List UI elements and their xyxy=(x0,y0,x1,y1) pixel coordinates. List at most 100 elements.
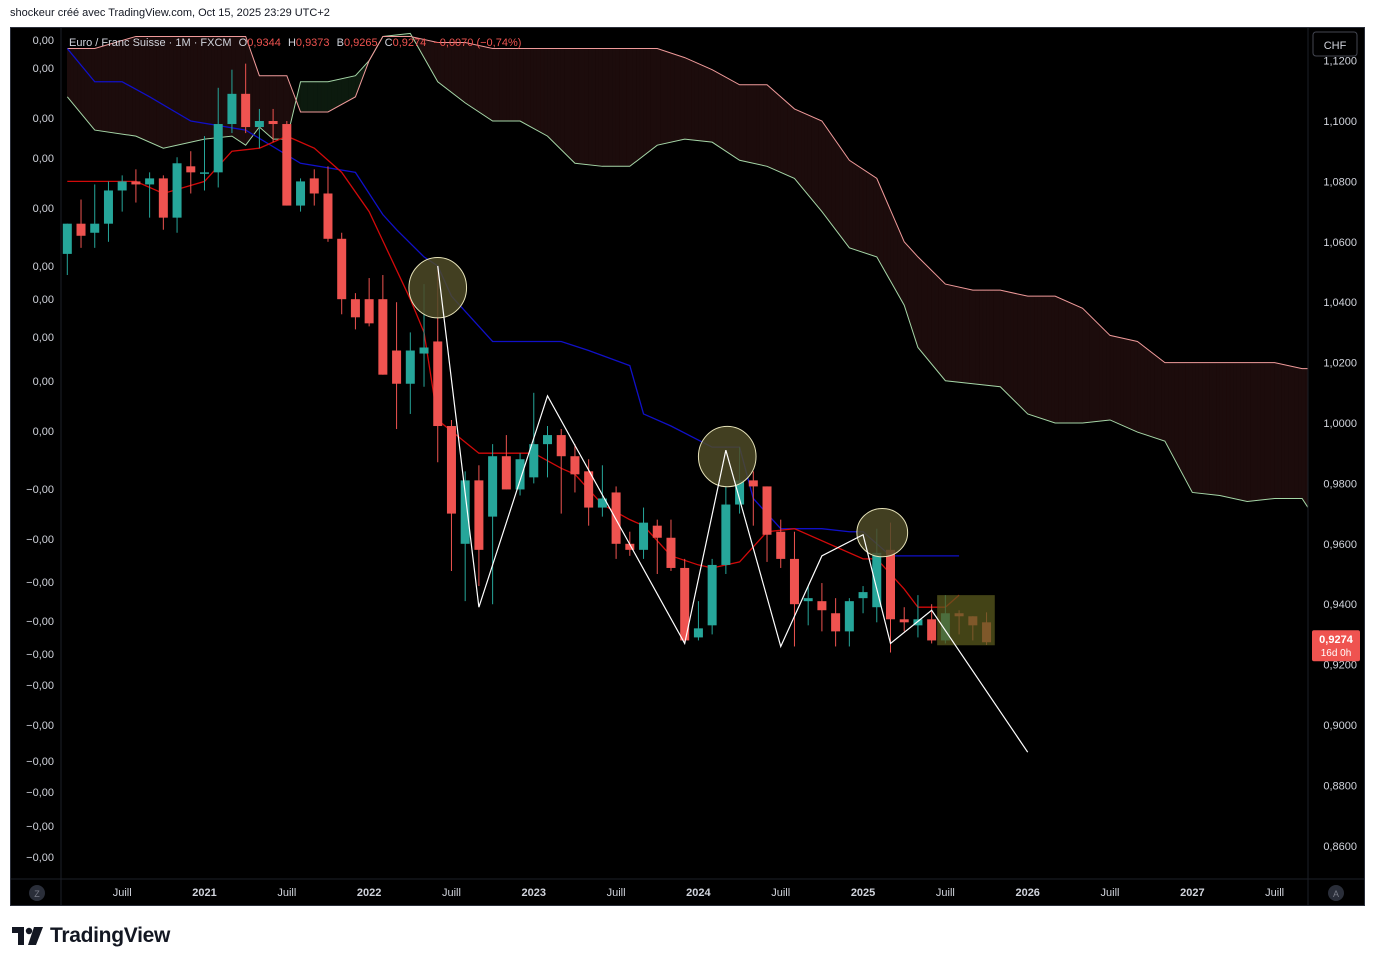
highlight-box[interactable] xyxy=(937,595,995,646)
price-tick-label: 1,0400 xyxy=(1323,297,1357,309)
candle-body[interactable] xyxy=(309,178,319,194)
kumo-cloud-segment xyxy=(1360,369,1363,542)
candle-body[interactable] xyxy=(721,504,731,565)
candle-body[interactable] xyxy=(776,531,786,559)
candle-body[interactable] xyxy=(254,121,264,128)
candle-body[interactable] xyxy=(76,223,86,236)
legend-open-label: O xyxy=(239,37,248,49)
candle-body[interactable] xyxy=(625,543,635,550)
candle-body[interactable] xyxy=(543,435,552,445)
candle-body[interactable] xyxy=(817,601,827,611)
kumo-cloud-segment xyxy=(536,48,541,133)
legend-high-label: H xyxy=(288,37,296,49)
kumo-cloud-segment xyxy=(1253,362,1258,502)
kumo-cloud-segment xyxy=(656,48,661,146)
candle-body[interactable] xyxy=(158,178,168,218)
candle-body[interactable] xyxy=(899,619,909,623)
candle-body[interactable] xyxy=(872,552,882,608)
candle-body[interactable] xyxy=(323,193,333,239)
kumo-cloud-segment xyxy=(780,96,785,175)
candle-body[interactable] xyxy=(213,124,223,173)
kumo-cloud-segment xyxy=(1078,306,1083,424)
kumo-cloud-segment xyxy=(893,217,898,295)
candle-body[interactable] xyxy=(789,558,799,605)
left-scale-button[interactable] xyxy=(29,885,45,901)
candle-body[interactable] xyxy=(501,456,511,490)
kumo-cloud-segment xyxy=(1178,362,1183,474)
kumo-cloud-segment xyxy=(615,48,620,167)
kumo-cloud-segment xyxy=(886,202,891,283)
candle-body[interactable] xyxy=(200,172,209,174)
candle-body[interactable] xyxy=(693,628,703,638)
candle-body[interactable] xyxy=(378,299,388,375)
tradingview-logo[interactable]: TradingView xyxy=(12,924,170,948)
candle-body[interactable] xyxy=(844,601,854,632)
candle-body[interactable] xyxy=(172,163,182,218)
candle-body[interactable] xyxy=(488,456,498,517)
candle-body[interactable] xyxy=(62,223,72,254)
candle-body[interactable] xyxy=(474,480,484,550)
candle-body[interactable] xyxy=(666,537,676,568)
candle-body[interactable] xyxy=(117,181,127,191)
candle-body[interactable] xyxy=(529,444,539,478)
candle-body[interactable] xyxy=(584,471,594,508)
kumo-cloud-segment xyxy=(993,289,998,387)
candle-body[interactable] xyxy=(748,480,758,487)
candle-body[interactable] xyxy=(268,121,278,125)
highlight-circle[interactable] xyxy=(408,257,468,319)
candle-body[interactable] xyxy=(433,341,443,427)
currency-button[interactable] xyxy=(1312,31,1358,57)
legend-change: −0,0070 (−0,74%) xyxy=(433,37,521,49)
candle-body[interactable] xyxy=(460,480,470,544)
candle-body[interactable] xyxy=(611,492,621,544)
highlight-circle[interactable] xyxy=(856,507,909,558)
trend-line[interactable] xyxy=(437,265,1029,753)
kumo-cloud-segment xyxy=(845,154,850,249)
candle-body[interactable] xyxy=(707,564,717,626)
candle-body[interactable] xyxy=(337,238,347,300)
candle-body[interactable] xyxy=(392,350,402,384)
candle-body[interactable] xyxy=(597,498,607,508)
chart-panel[interactable]: 1,1200 1,1000 1,0800 1,0600 1,0400 1,0200 1,00… xyxy=(10,27,1365,906)
candle-body[interactable] xyxy=(735,480,745,505)
candle-body[interactable] xyxy=(241,93,251,128)
kumo-cloud-segment xyxy=(495,48,500,122)
candle-body[interactable] xyxy=(296,181,306,206)
kumo-cloud-segment xyxy=(718,72,723,150)
candle-body[interactable] xyxy=(103,190,113,224)
candle-body[interactable] xyxy=(831,613,841,632)
candle-body[interactable] xyxy=(131,181,141,185)
candle-body[interactable] xyxy=(639,522,649,550)
candle-body[interactable] xyxy=(364,299,374,324)
candle-body[interactable] xyxy=(227,93,237,125)
left-scale-label: −0,00 xyxy=(26,616,54,628)
left-scale-button-label: Z xyxy=(34,889,40,899)
candle-body[interactable] xyxy=(927,619,937,641)
candle-body[interactable] xyxy=(405,350,415,384)
candle-body[interactable] xyxy=(803,598,813,602)
candle-body[interactable] xyxy=(350,299,360,318)
candle-body[interactable] xyxy=(515,459,525,490)
candle-body[interactable] xyxy=(913,619,923,626)
candle-body[interactable] xyxy=(282,124,292,206)
kumo-cloud-segment xyxy=(303,81,308,113)
candle-body[interactable] xyxy=(446,426,456,514)
candle-body[interactable] xyxy=(652,525,662,538)
candle-body[interactable] xyxy=(419,347,429,354)
time-tick-label: Juill xyxy=(442,887,461,899)
candle-body[interactable] xyxy=(186,166,196,173)
kumo-cloud-segment xyxy=(145,36,150,143)
kumo-cloud-segment xyxy=(66,48,72,102)
candle-body[interactable] xyxy=(762,486,772,535)
kumo-cloud-segment xyxy=(454,42,459,99)
candle-body[interactable] xyxy=(886,549,895,620)
candle-body[interactable] xyxy=(858,592,868,599)
candle-body[interactable] xyxy=(145,178,155,185)
candle-body[interactable] xyxy=(556,435,566,457)
candle-body[interactable] xyxy=(680,567,690,641)
candle-body[interactable] xyxy=(90,223,100,233)
chart-canvas[interactable]: 1,1200 1,1000 1,0800 1,0600 1,0400 1,0200 1,00… xyxy=(11,28,1364,905)
kumo-cloud-segment xyxy=(94,47,99,131)
auto-scale-button[interactable] xyxy=(1328,885,1344,901)
candle-body[interactable] xyxy=(570,456,580,475)
